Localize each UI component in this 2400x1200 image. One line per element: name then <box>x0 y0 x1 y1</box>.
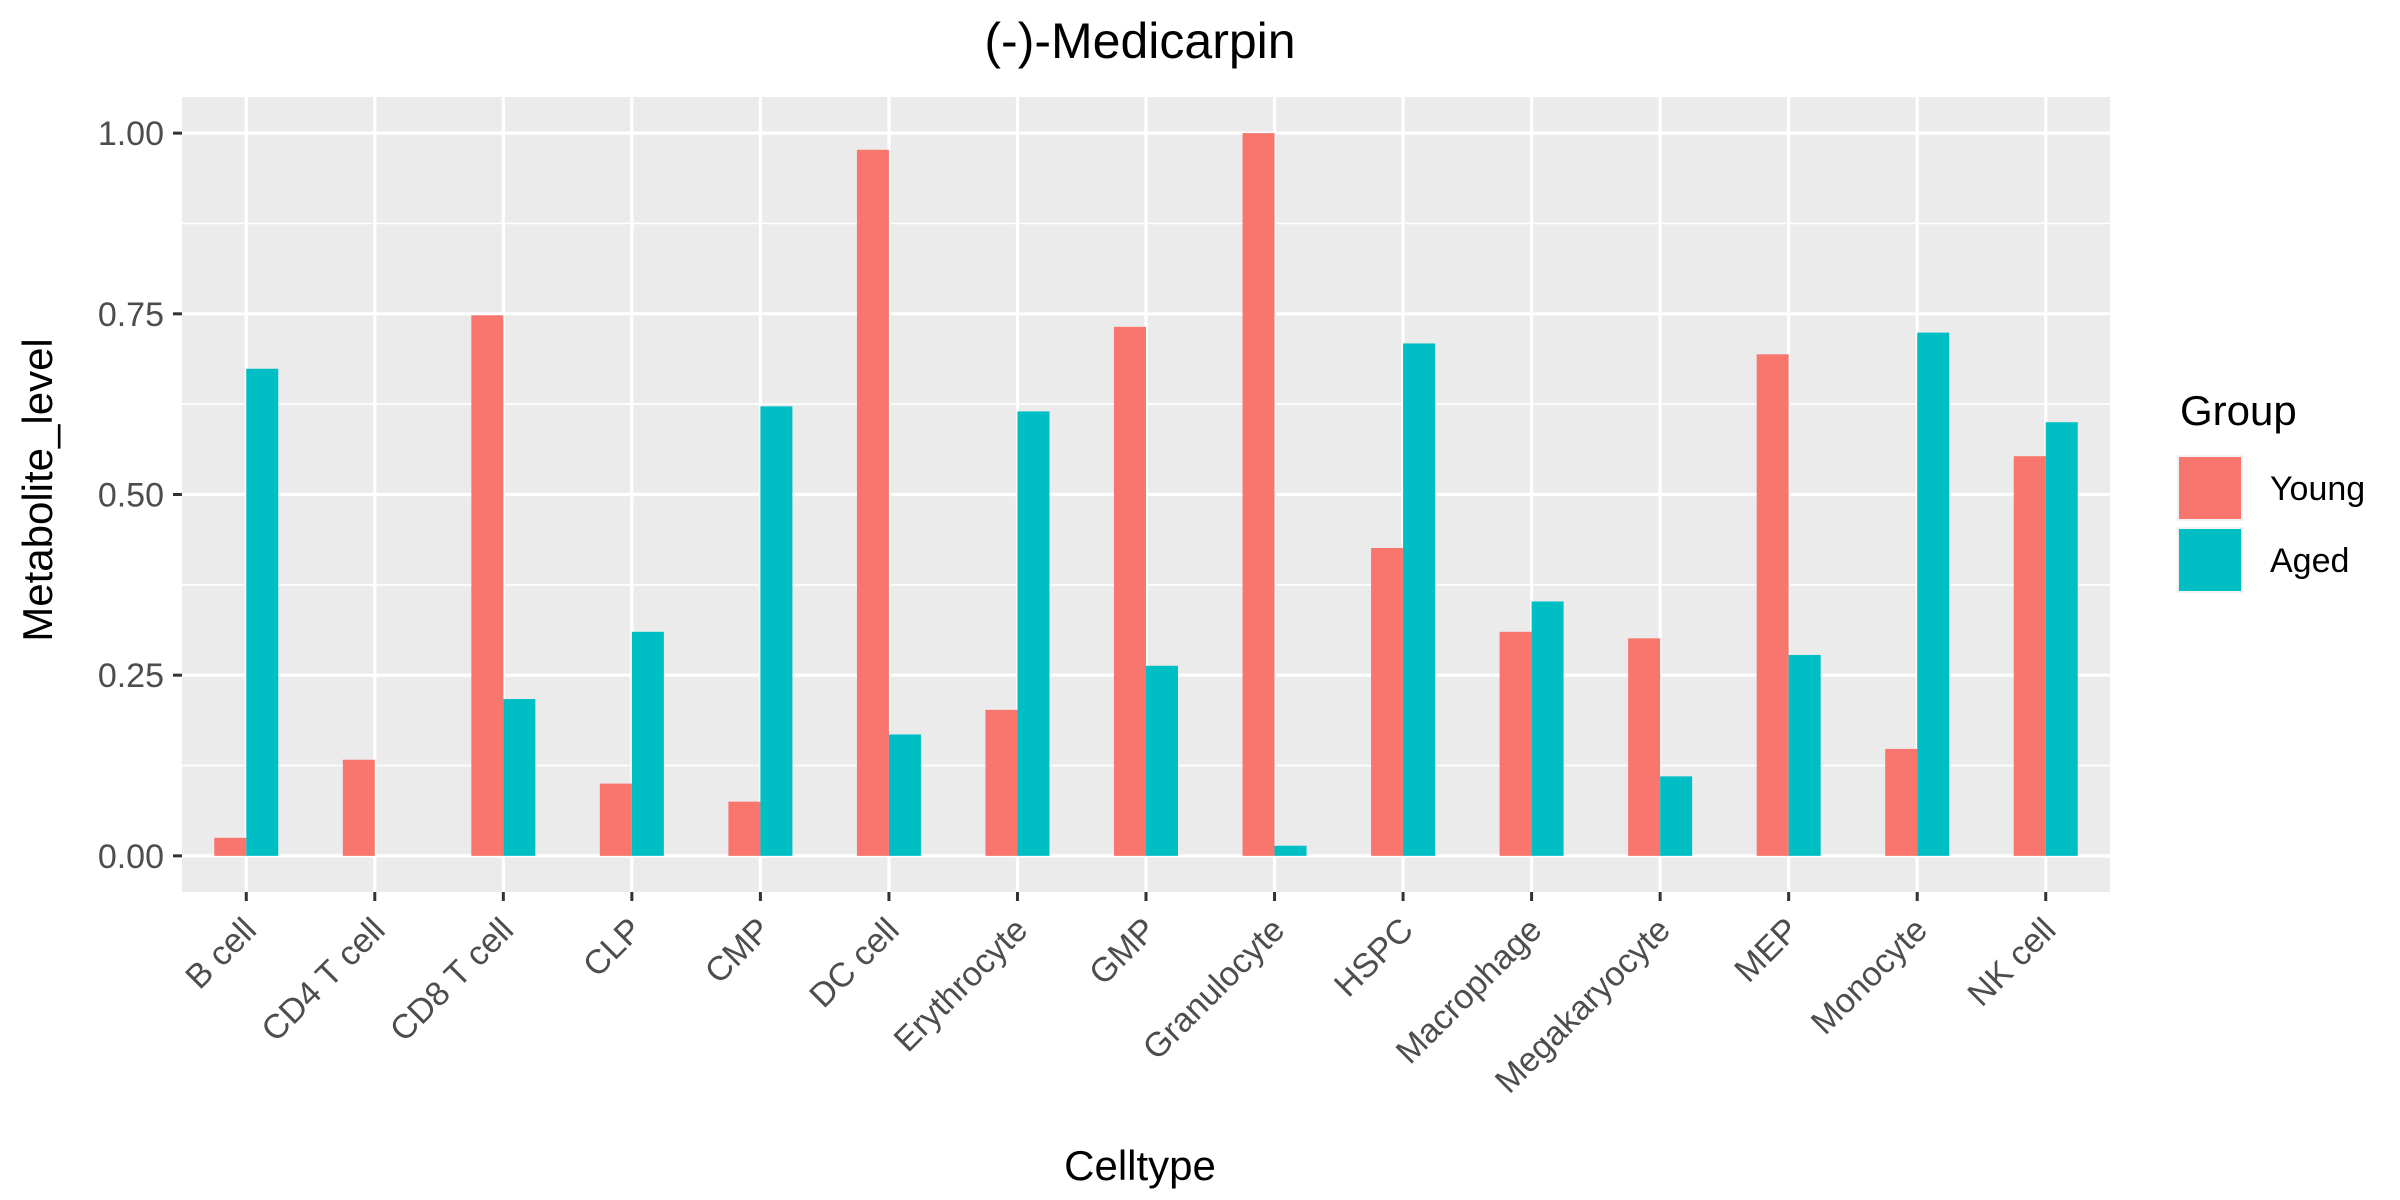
x-tick-label: CD4 T cell <box>254 911 392 1049</box>
legend-key-aged <box>2179 529 2241 591</box>
bar-aged-dc-cell <box>888 734 921 856</box>
y-tick-label: 0.25 <box>98 657 164 695</box>
bar-aged-b-cell <box>246 368 279 856</box>
bar-young-dc-cell <box>856 149 889 856</box>
bar-aged-hspc <box>1403 343 1436 856</box>
y-tick-label: 0.75 <box>98 296 164 334</box>
bars-group <box>214 133 2078 856</box>
legend-key-young <box>2179 457 2241 519</box>
x-tick-label: MEP <box>1727 911 1806 990</box>
legend-label-young: Young <box>2270 470 2365 508</box>
x-tick-label: NK cell <box>1960 911 2063 1014</box>
bar-aged-granulocyte <box>1274 845 1307 856</box>
bar-young-cd8-t-cell <box>471 315 504 856</box>
y-tick-label: 1.00 <box>98 115 164 153</box>
bar-aged-macrophage <box>1531 601 1564 856</box>
bar-aged-cmp <box>760 406 793 856</box>
x-tick-label: CD8 T cell <box>383 911 521 1049</box>
x-tick-label: CLP <box>576 911 650 985</box>
x-tick-label: Monocyte <box>1804 911 1935 1042</box>
bar-young-b-cell <box>214 837 247 856</box>
bar-young-macrophage <box>1499 631 1532 856</box>
x-tick-label: DC cell <box>802 911 906 1015</box>
bar-young-granulocyte <box>1242 133 1275 856</box>
bar-young-nk-cell <box>2013 456 2046 856</box>
bar-young-cmp <box>728 801 761 856</box>
bar-aged-gmp <box>1146 665 1178 856</box>
chart-title: (-)-Medicarpin <box>984 13 1295 69</box>
bar-young-cd4-t-cell <box>342 759 375 856</box>
bar-aged-megakaryocyte <box>1660 776 1693 856</box>
bar-aged-cd8-t-cell <box>503 699 536 856</box>
bar-young-clp <box>599 783 632 856</box>
x-tick-label: GMP <box>1082 911 1164 993</box>
x-tick-label: B cell <box>178 911 264 997</box>
legend-label-aged: Aged <box>2270 542 2349 580</box>
x-tick-label: CMP <box>698 911 778 991</box>
y-axis-title: Metabolite_level <box>14 338 61 642</box>
bar-young-hspc <box>1371 547 1404 856</box>
bar-aged-nk-cell <box>2045 422 2078 856</box>
bar-aged-monocyte <box>1917 332 1950 856</box>
x-tick-label: Erythrocyte <box>887 911 1035 1059</box>
bar-young-mep <box>1756 354 1789 856</box>
legend: Group Young Aged <box>2177 387 2365 593</box>
x-axis-title: Celltype <box>1064 1142 1216 1189</box>
bar-young-monocyte <box>1885 748 1918 856</box>
bar-aged-erythrocyte <box>1017 411 1050 856</box>
bar-aged-clp <box>631 631 664 856</box>
bar-aged-mep <box>1788 654 1821 856</box>
y-tick-label: 0.00 <box>98 838 164 876</box>
y-axis: 0.00 0.25 0.50 0.75 1.00 <box>98 115 182 876</box>
x-tick-label: HSPC <box>1327 911 1421 1005</box>
bar-young-gmp <box>1114 326 1146 856</box>
y-tick-label: 0.50 <box>98 477 164 515</box>
bar-young-megakaryocyte <box>1628 638 1661 856</box>
legend-title: Group <box>2180 387 2297 434</box>
bar-young-erythrocyte <box>985 709 1018 856</box>
